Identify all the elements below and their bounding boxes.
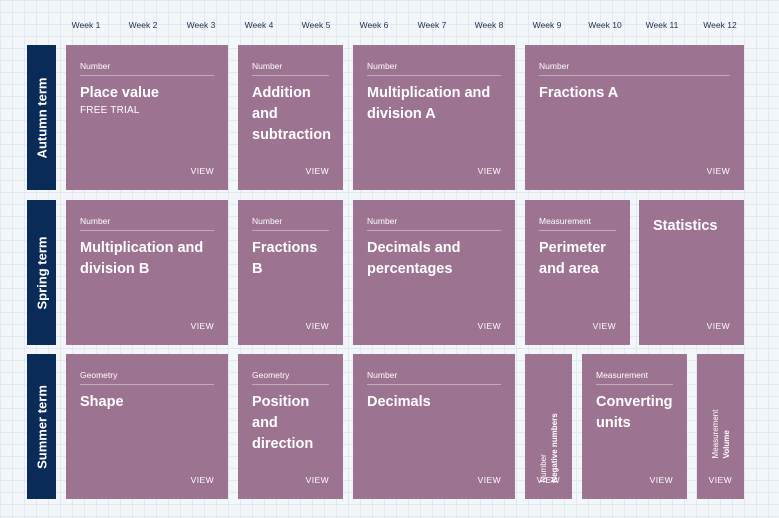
view-link[interactable]: VIEW bbox=[477, 166, 501, 176]
week-label: Week 8 bbox=[474, 20, 504, 30]
view-link[interactable]: VIEW bbox=[190, 166, 214, 176]
unit-title: Multiplication and division A bbox=[367, 85, 491, 122]
view-link[interactable]: VIEW bbox=[477, 321, 501, 331]
unit-title: Fractions A bbox=[539, 85, 619, 101]
unit-title: Decimals and percentages bbox=[367, 240, 461, 277]
week-label: Week 11 bbox=[645, 20, 679, 30]
view-link[interactable]: VIEW bbox=[708, 475, 732, 485]
week-label: Week 7 bbox=[417, 20, 447, 30]
unit-card-statistics[interactable]: Statistics VIEW bbox=[639, 200, 744, 345]
term-label-text: Autumn term bbox=[34, 77, 49, 158]
week-label: Week 3 bbox=[186, 20, 216, 30]
unit-title: Perimeter and area bbox=[539, 240, 606, 277]
term-label-text: Spring term bbox=[34, 236, 49, 309]
unit-title: Multiplication and division B bbox=[80, 240, 204, 277]
unit-title: Shape bbox=[80, 394, 124, 410]
unit-title: Fractions B bbox=[252, 240, 318, 277]
unit-card-fractions-a[interactable]: Number Fractions A VIEW bbox=[525, 45, 744, 190]
vertical-label: Measurement Volume bbox=[710, 410, 732, 459]
term-label-spring: Spring term bbox=[27, 200, 56, 345]
unit-title: Place value bbox=[80, 85, 159, 101]
view-link[interactable]: VIEW bbox=[477, 475, 501, 485]
unit-title: Statistics bbox=[653, 218, 718, 234]
unit-card-converting-units[interactable]: Measurement Converting units VIEW bbox=[582, 354, 687, 499]
unit-title: Decimals bbox=[367, 394, 431, 410]
unit-category: Geometry bbox=[80, 370, 214, 385]
unit-card-perimeter-area[interactable]: Measurement Perimeter and area VIEW bbox=[525, 200, 630, 345]
term-label-text: Summer term bbox=[34, 384, 49, 469]
unit-category: Number bbox=[252, 61, 329, 76]
unit-card-addition-subtraction[interactable]: Number Addition and subtraction VIEW bbox=[238, 45, 343, 190]
unit-title: Addition and subtraction bbox=[252, 85, 331, 143]
view-link[interactable]: VIEW bbox=[190, 321, 214, 331]
term-label-autumn: Autumn term bbox=[27, 45, 56, 190]
term-label-summer: Summer term bbox=[27, 354, 56, 499]
week-label: Week 12 bbox=[703, 20, 737, 30]
unit-title: Volume bbox=[721, 430, 731, 459]
free-trial-badge: FREE TRIAL bbox=[80, 105, 140, 116]
unit-card-position-direction[interactable]: Geometry Position and direction VIEW bbox=[238, 354, 343, 499]
unit-category: Number bbox=[252, 216, 329, 231]
unit-category: Number bbox=[80, 61, 214, 76]
unit-category: Number bbox=[367, 61, 501, 76]
week-label: Week 5 bbox=[301, 20, 331, 30]
view-link[interactable]: VIEW bbox=[649, 475, 673, 485]
unit-category: Number bbox=[539, 61, 730, 76]
view-link[interactable]: VIEW bbox=[536, 475, 560, 485]
unit-card-multiplication-a[interactable]: Number Multiplication and division A VIE… bbox=[353, 45, 515, 190]
unit-card-volume[interactable]: Measurement Volume VIEW bbox=[697, 354, 744, 499]
unit-category: Measurement bbox=[596, 370, 673, 385]
unit-card-shape[interactable]: Geometry Shape VIEW bbox=[66, 354, 228, 499]
unit-category: Geometry bbox=[252, 370, 329, 385]
unit-title: Position and direction bbox=[252, 394, 314, 452]
view-link[interactable]: VIEW bbox=[592, 321, 616, 331]
vertical-label: Number Negative numbers bbox=[538, 413, 560, 482]
unit-card-fractions-b[interactable]: Number Fractions B VIEW bbox=[238, 200, 343, 345]
view-link[interactable]: VIEW bbox=[305, 166, 329, 176]
view-link[interactable]: VIEW bbox=[305, 475, 329, 485]
unit-title: Negative numbers bbox=[549, 413, 559, 483]
unit-card-decimals-percentages[interactable]: Number Decimals and percentages VIEW bbox=[353, 200, 515, 345]
week-label: Week 6 bbox=[359, 20, 389, 30]
week-label: Week 1 bbox=[71, 20, 101, 30]
unit-card-negative-numbers[interactable]: Number Negative numbers VIEW bbox=[525, 354, 572, 499]
week-label: Week 9 bbox=[532, 20, 562, 30]
week-label: Week 2 bbox=[128, 20, 158, 30]
view-link[interactable]: VIEW bbox=[706, 166, 730, 176]
unit-card-decimals[interactable]: Number Decimals VIEW bbox=[353, 354, 515, 499]
unit-category: Number bbox=[367, 216, 501, 231]
unit-category: Measurement bbox=[710, 409, 720, 459]
unit-card-place-value[interactable]: Number Place value FREE TRIAL VIEW bbox=[66, 45, 228, 190]
view-link[interactable]: VIEW bbox=[305, 321, 329, 331]
unit-card-multiplication-b[interactable]: Number Multiplication and division B VIE… bbox=[66, 200, 228, 345]
view-link[interactable]: VIEW bbox=[190, 475, 214, 485]
view-link[interactable]: VIEW bbox=[706, 321, 730, 331]
unit-category: Number bbox=[367, 370, 501, 385]
week-label: Week 10 bbox=[588, 20, 622, 30]
unit-title: Converting units bbox=[596, 394, 673, 431]
week-header: Week 1 Week 2 Week 3 Week 4 Week 5 Week … bbox=[0, 20, 779, 32]
week-label: Week 4 bbox=[244, 20, 274, 30]
unit-category: Number bbox=[80, 216, 214, 231]
unit-category: Measurement bbox=[539, 216, 616, 231]
